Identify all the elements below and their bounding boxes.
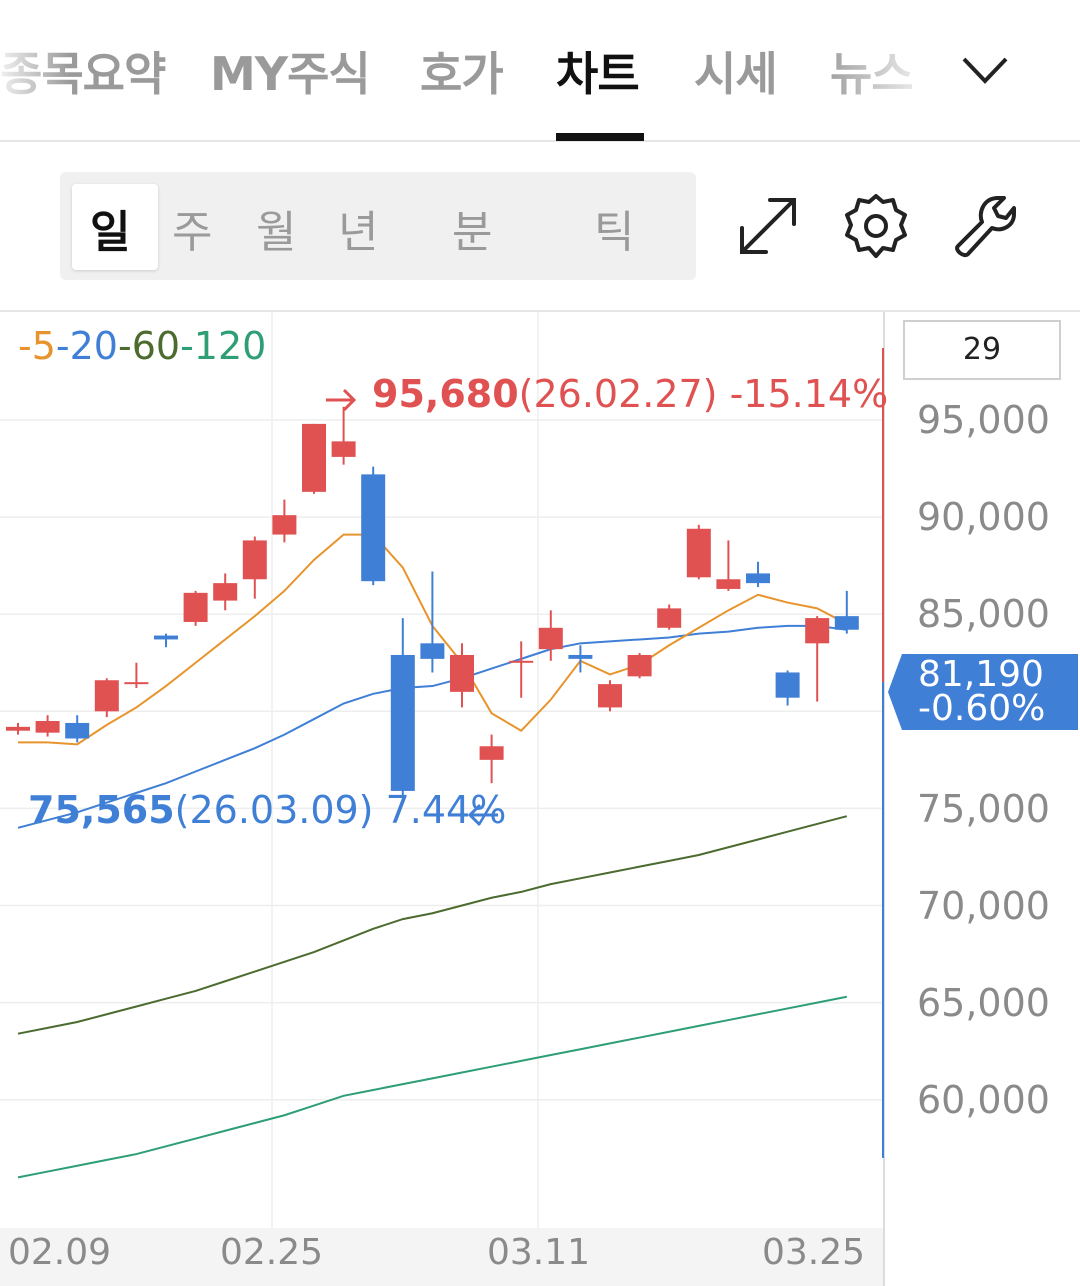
y-tick-label: 60,000 [917,1078,1050,1122]
x-tick-label: 03.25 [762,1232,866,1273]
candle-body [538,627,563,650]
expand-icon [740,198,796,254]
period-active-bg [72,184,158,270]
tab-more-button[interactable] [958,45,1012,95]
candle-body [479,746,504,760]
chevron-down-icon [962,57,1008,84]
ma-legend: -5-20-60-120 [18,324,266,368]
candle-body [657,608,682,628]
candle-body [272,515,297,535]
candle-body [420,643,445,659]
y-tick-label: 70,000 [917,884,1050,928]
tab-fade-right [820,20,930,120]
legend-ma120: -120 [180,324,267,368]
candle-count-box[interactable]: 29 [903,320,1061,380]
current-price-tag: 81,190 -0.60% [888,654,1078,730]
candlestick-chart[interactable] [0,312,1080,1286]
candle-body [94,680,119,712]
candle-body [686,528,711,578]
candle-body [242,540,267,580]
candle-body [183,592,208,622]
ma120-line [17,995,847,1179]
legend-ma20: -20 [55,324,118,368]
y-tick-label: 75,000 [917,787,1050,831]
period-month[interactable]: 월 [256,207,297,258]
ma20-line [17,624,847,829]
current-price-value: 81,190 [918,654,1044,695]
tab-chart[interactable]: 차트 [556,47,640,101]
candle-body [598,684,622,708]
candle-body [716,579,741,589]
tab-quotes[interactable]: 시세 [694,47,778,101]
tab-fade-left [0,20,70,120]
candle-body [124,682,149,685]
period-tick[interactable]: 틱 [594,207,635,258]
candle-body [213,583,238,601]
legend-ma60: -60 [117,324,181,368]
candle-body [627,654,652,677]
active-tab-indicator [556,133,644,141]
candle-body [154,635,178,640]
candle-body [331,441,356,457]
candle-body [746,573,770,584]
candle-body [361,474,386,582]
candle-body [450,654,474,692]
period-day[interactable]: 일 [90,207,131,258]
period-week[interactable]: 주 [172,207,213,258]
candle-body [834,616,859,630]
price-tag-shape [888,654,1078,730]
candle-body [35,721,60,733]
tab-bar: 종목요약 MY주식 호가 차트 시세 뉴스 [0,0,1080,142]
current-price-change: -0.60% [918,688,1046,729]
candle-body [509,660,534,663]
tab-orderbook[interactable]: 호가 [420,47,504,101]
y-tick-label: 85,000 [917,592,1050,636]
ma60-line [17,815,848,1035]
high-annotation: 95,680(26.02.27) -15.14% [372,372,889,416]
settings-button[interactable] [838,188,914,264]
low-annotation: 75,565(26.03.09) 7.44% [28,788,507,832]
y-tick-label: 65,000 [917,981,1050,1025]
legend-ma5: -5 [18,324,56,368]
candle-body [6,726,30,731]
period-minute[interactable]: 분 [452,207,493,258]
y-tick-label: 95,000 [917,398,1050,442]
period-year[interactable]: 년 [338,207,379,258]
candle-body [775,672,800,698]
period-selector: 일 주 월 년 분 틱 [60,172,696,280]
x-tick-label: 03.11 [487,1232,591,1273]
candle-body [568,654,593,659]
gear-icon [845,194,907,258]
candle-body [390,654,415,791]
candle-body [65,722,90,739]
tab-my-stock[interactable]: MY주식 [210,47,371,101]
x-axis-band [0,1228,884,1286]
candle-body [805,618,830,644]
chart-area[interactable]: -5-20-60-120 95,680(26.02.27) -15.14% 75… [0,310,1080,1286]
high-arrow-icon [326,388,357,412]
tools-button[interactable] [946,188,1022,264]
y-tick-label: 90,000 [917,495,1050,539]
x-tick-label: 02.25 [220,1232,324,1273]
wrench-icon [955,196,1016,257]
candle-body [302,423,326,492]
low-arrow-icon [467,803,498,827]
fullscreen-button[interactable] [730,188,806,264]
x-tick-label: 02.09 [8,1232,112,1273]
